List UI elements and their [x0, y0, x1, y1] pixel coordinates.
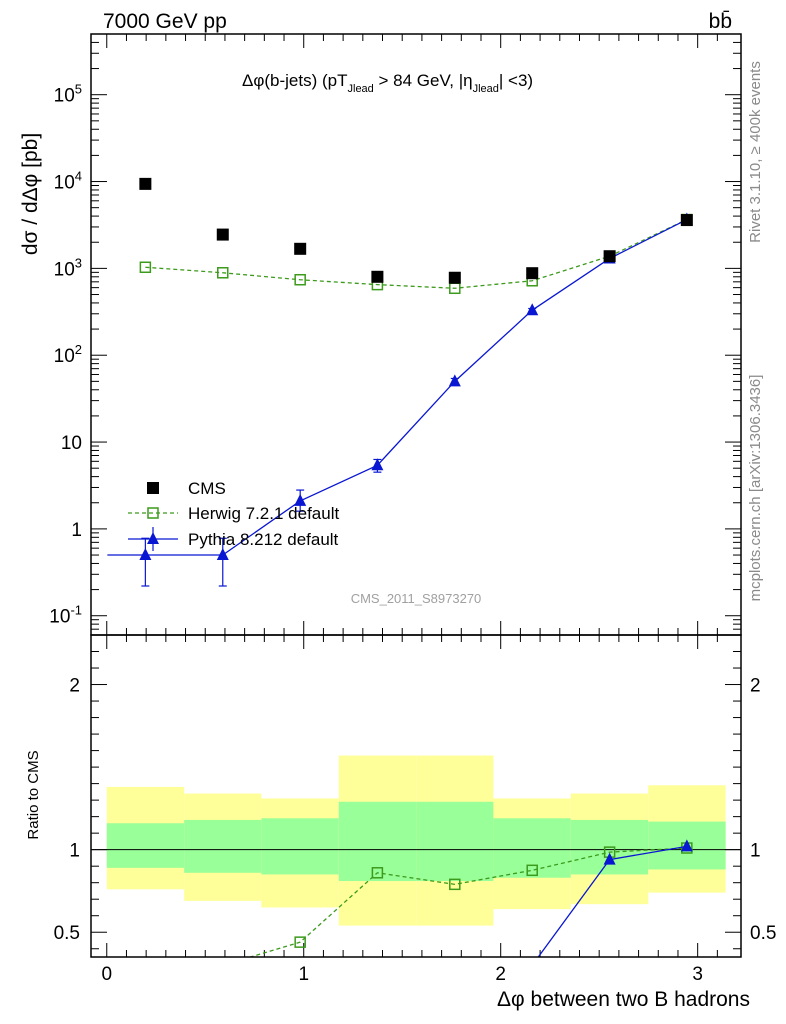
herwig-ratio-point	[526, 864, 538, 877]
x-tick-label: 0	[101, 964, 112, 985]
ratio-y-axis-label: Ratio to CMS	[25, 750, 42, 839]
pythia-main-point	[216, 548, 229, 561]
legend-entry-label: Pythia 8.212 default	[188, 530, 339, 549]
herwig-ratio-point	[371, 867, 384, 879]
analysis-watermark: CMS_2011_S8973270	[351, 591, 482, 606]
x-tick-label: 2	[495, 964, 506, 985]
cms-data-point	[603, 250, 616, 263]
ratio-y-tick-label-right: 0.5	[750, 923, 776, 944]
cms-data-point	[139, 177, 152, 190]
legend: CMS Herwig 7.2.1 default Pythia 8.212 defa…	[128, 479, 339, 551]
data-series	[107, 177, 693, 957]
ratio-y-tick-label: 1	[69, 841, 80, 862]
ratio-bands	[91, 755, 741, 926]
process-label: bb̄	[709, 10, 732, 33]
pythia-main-point	[526, 303, 539, 316]
pythia-ratio-point	[680, 839, 693, 852]
legend-entry-label: CMS	[188, 479, 226, 498]
y-axis-label: dσ / dΔφ [pb]	[19, 133, 42, 255]
legend-cms-marker	[147, 482, 159, 494]
pythia-main-line	[145, 218, 688, 556]
legend-pythia-marker	[147, 532, 159, 544]
rivet-version-label: Rivet 3.1.10, ≥ 400k events	[747, 61, 764, 243]
ratio-y-tick-label: 0.5	[54, 923, 80, 944]
y-tick-label: 10	[61, 433, 82, 454]
cms-data-point	[448, 271, 461, 284]
legend-entry-label: Herwig 7.2.1 default	[188, 504, 339, 523]
herwig-ratio-point	[294, 936, 306, 948]
ratio-band-inner	[416, 801, 494, 882]
pythia-main-point	[448, 374, 461, 387]
y-tick-label: 105	[54, 82, 82, 107]
ratio-band-inner	[338, 801, 417, 882]
ratio-y-tick-label-right: 2	[750, 676, 761, 697]
ratio-plot-frame	[90, 634, 742, 958]
mcplots-source-label: mcplots.cern.ch [arXiv:1306.3436]	[747, 375, 764, 602]
cms-data-point	[294, 242, 307, 255]
herwig-main-point	[217, 267, 229, 279]
x-tick-label: 3	[692, 964, 703, 985]
cms-data-point	[526, 267, 539, 280]
cms-data-point	[371, 270, 384, 283]
y-tick-label: 104	[54, 169, 82, 194]
ratio-series	[248, 839, 693, 957]
x-tick-label: 1	[298, 964, 309, 985]
x-axis-label: Δφ between two B hadrons	[497, 988, 750, 1011]
y-tick-label: 103	[54, 255, 82, 280]
cms-data-point	[216, 228, 229, 241]
ratio-y-tick-label: 2	[69, 676, 80, 697]
herwig-main-point	[294, 273, 306, 286]
ratio-band-inner	[261, 818, 339, 875]
herwig-ratio-line	[248, 847, 687, 957]
legend-herwig-marker	[147, 507, 159, 519]
pythia-main-point	[139, 548, 152, 561]
pythia-ratio-point	[603, 852, 616, 865]
pythia-main-point	[294, 493, 307, 506]
ratio-band-inner	[184, 819, 262, 873]
y-tick-label: 1	[71, 520, 82, 541]
y-tick-label: 10-1	[49, 603, 82, 628]
ratio-band-inner	[493, 818, 571, 878]
herwig-ratio-point	[449, 878, 461, 891]
main-plot-title: Δφ(b-jets) (pTJlead > 84 GeV, |ηJlead| <…	[242, 71, 533, 95]
ratio-band-inner	[106, 823, 185, 868]
y-tick-label: 102	[54, 342, 82, 367]
herwig-main-line	[145, 218, 688, 289]
energy-label: 7000 GeV pp	[103, 10, 227, 33]
pythia-main-point	[371, 458, 384, 471]
cms-data-point	[680, 214, 693, 227]
ratio-y-tick-label-right: 1	[750, 841, 761, 862]
herwig-main-point	[139, 261, 152, 274]
